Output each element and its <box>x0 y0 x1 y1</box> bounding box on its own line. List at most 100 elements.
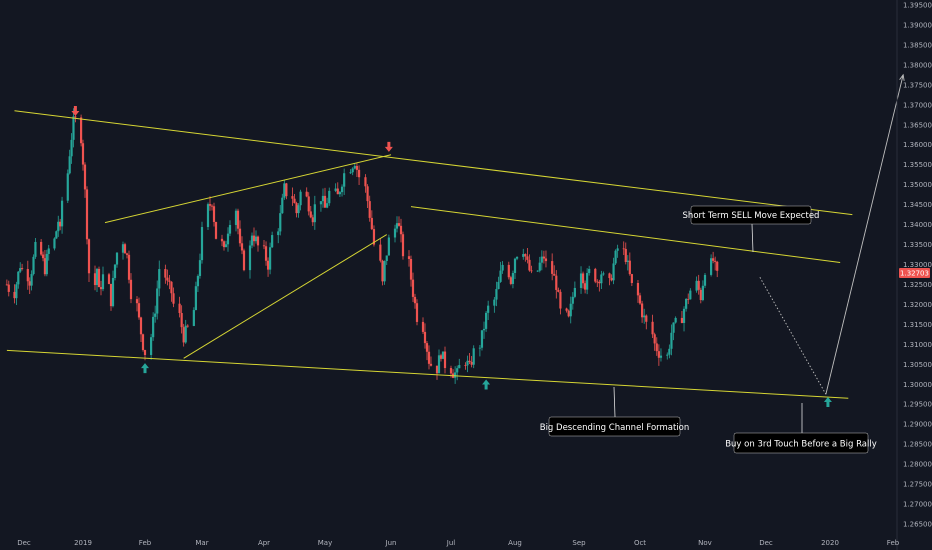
candle-body <box>291 196 294 199</box>
candle-body <box>297 205 300 214</box>
candle-body <box>666 354 669 356</box>
candle-body <box>622 248 625 250</box>
candle-body <box>581 273 585 284</box>
candle-body <box>20 268 24 270</box>
candle-body <box>441 351 445 359</box>
time-tick-label: Sep <box>572 539 586 547</box>
candle-body <box>670 332 673 349</box>
candle-body <box>158 269 161 289</box>
candle-body <box>454 372 457 378</box>
candle-body <box>596 281 599 283</box>
candle-body <box>464 365 467 366</box>
time-tick-label: May <box>318 539 332 547</box>
trendline-channel-lower[interactable] <box>6 349 849 399</box>
current-price-tag-bg <box>899 268 930 278</box>
candle-body <box>262 245 266 247</box>
candle-body <box>32 256 35 275</box>
price-tick-label: 1.34500 <box>903 201 932 209</box>
candle-body <box>85 189 89 240</box>
trendline-wedge-upper[interactable] <box>104 154 392 224</box>
price-tick-label: 1.31500 <box>903 321 932 329</box>
candle-body <box>507 264 510 278</box>
price-tick-label: 1.39000 <box>903 21 932 29</box>
candle-body <box>17 271 20 285</box>
trendline-channel-upper[interactable] <box>14 110 853 216</box>
candle-body <box>478 347 482 349</box>
price-tick-label: 1.33000 <box>903 261 932 269</box>
time-tick-label: Jun <box>385 539 397 547</box>
candle-body <box>55 231 58 239</box>
candle-body <box>238 228 242 244</box>
candle-body <box>699 289 702 301</box>
time-tick-label: 2019 <box>74 539 92 547</box>
candle-body <box>15 284 18 299</box>
time-tick-label: Aug <box>508 539 522 547</box>
candle-body <box>186 325 189 327</box>
candle-body <box>7 284 10 292</box>
price-tick-label: 1.36000 <box>903 141 932 149</box>
candle-body <box>366 186 369 202</box>
candle-body <box>616 248 619 251</box>
annotation-box <box>690 205 812 225</box>
annotation-text: Short Term SELL Move Expected <box>683 211 820 221</box>
candle-body <box>674 317 677 323</box>
annotation-sell-move[interactable]: Short Term SELL Move Expected <box>683 205 820 253</box>
candle-body <box>309 211 312 218</box>
candle-body <box>542 256 546 259</box>
current-price-label: 1.32703 <box>900 270 929 278</box>
candle-body <box>143 350 147 355</box>
candle-body <box>509 277 512 284</box>
candle-body <box>680 317 684 323</box>
trendline-inner-upper[interactable] <box>410 206 841 263</box>
candle-body <box>184 325 187 343</box>
candle-body <box>484 312 488 329</box>
candle-body <box>368 201 371 218</box>
price-axis[interactable]: 1.39500 1.39000 1.38500 1.38000 1.37500 1.370… <box>903 2 932 529</box>
projection-up-leg[interactable] <box>825 74 904 395</box>
candle-body <box>397 223 401 226</box>
candle-body <box>53 238 56 249</box>
candle-body <box>381 260 384 282</box>
candle-body <box>115 252 119 265</box>
candle-body <box>74 116 77 118</box>
candle-body <box>385 255 388 262</box>
candle-body <box>226 233 230 245</box>
candle-body <box>423 331 427 344</box>
price-tick-label: 1.30000 <box>903 381 932 389</box>
candle-body <box>407 256 411 259</box>
current-price-tag: 1.32703 <box>899 268 930 278</box>
candle-body <box>399 225 403 235</box>
candle-body <box>328 190 331 204</box>
candle-body <box>567 310 570 317</box>
projection-down-leg[interactable] <box>759 277 827 395</box>
candle-body <box>401 234 405 257</box>
candle-body <box>129 279 133 300</box>
projection-path <box>759 73 905 395</box>
candle-body <box>180 312 183 328</box>
arrow-up-icon <box>482 379 491 390</box>
candle-body <box>166 277 169 281</box>
candle-body <box>565 308 568 311</box>
candle-body <box>57 221 60 232</box>
candle-body <box>164 269 167 278</box>
candle-body <box>41 254 45 259</box>
candle-body <box>313 204 316 223</box>
time-axis[interactable]: Dec 2019 Feb Mar Apr May Jun Jul Aug Sep Oct Nov Dec… <box>17 539 900 547</box>
annotation-buy[interactable]: Buy on 3rd Touch Before a Big Rally <box>725 403 877 454</box>
candle-body <box>182 327 185 343</box>
candle-body <box>499 270 502 282</box>
candle-body <box>544 258 548 262</box>
annotation-channel[interactable]: Big Descending Channel Formation <box>540 386 690 437</box>
price-tick-label: 1.38500 <box>903 41 932 49</box>
candle-body <box>703 274 707 286</box>
price-tick-label: 1.28500 <box>903 441 932 449</box>
candle-body <box>515 256 519 259</box>
trendline-wedge-lower[interactable] <box>183 234 388 359</box>
candle-body <box>336 188 339 195</box>
candle-body <box>357 169 361 178</box>
time-tick-label: Jul <box>446 539 456 547</box>
candle-body <box>285 183 288 197</box>
candle-body <box>443 351 447 369</box>
candle-body <box>323 195 327 208</box>
